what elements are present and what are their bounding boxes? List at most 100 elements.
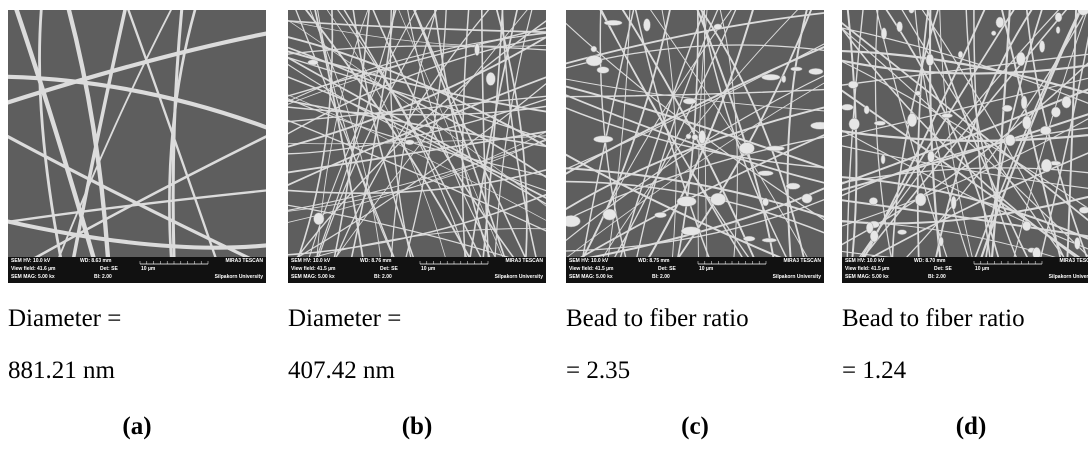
bead	[1078, 5, 1088, 16]
bead	[1074, 237, 1080, 249]
info-text: SEM HV: 10.0 kV	[291, 258, 331, 264]
bead	[897, 22, 903, 33]
info-text: WD: 8.75 mm	[638, 258, 670, 264]
bead	[841, 104, 853, 110]
bead	[1055, 13, 1062, 22]
bead	[1039, 41, 1044, 53]
bead	[782, 75, 786, 82]
bead	[1041, 159, 1052, 172]
bead	[907, 113, 916, 126]
bead	[762, 198, 768, 206]
bead	[739, 142, 754, 154]
bead	[848, 81, 858, 88]
caption-line: 407.42 nm	[288, 357, 396, 384]
info-text: SEM HV: 10.0 kV	[845, 258, 885, 264]
info-text: WD: 8.76 mm	[360, 258, 392, 264]
info-text: MIRA3 TESCAN	[225, 258, 263, 264]
info-text: SEM MAG: 5.00 kx	[11, 274, 55, 280]
bead	[1040, 126, 1051, 135]
bead	[926, 54, 934, 66]
bead	[597, 67, 609, 74]
bead	[951, 196, 956, 209]
info-text: BI: 2.00	[652, 274, 670, 280]
info-text: SEM HV: 10.0 kV	[569, 258, 609, 264]
bead	[762, 74, 781, 80]
panel-label: (b)	[402, 413, 433, 440]
bead	[681, 227, 701, 236]
bead	[677, 196, 696, 206]
bead	[594, 136, 614, 143]
caption-line: = 1.24	[842, 357, 907, 384]
info-text: Silpakorn University	[495, 274, 544, 280]
caption-line: Diameter =	[288, 305, 401, 332]
figure: SEM HV: 10.0 kV WD: 8.63 mm MIRA3 TESCAN Vi…	[0, 0, 1088, 464]
bead	[562, 215, 581, 227]
info-text: WD: 8.63 mm	[80, 258, 112, 264]
panel-label: (c)	[681, 413, 709, 440]
page: SEM HV: 10.0 kV WD: 8.63 mm MIRA3 TESCAN Vi…	[0, 0, 1088, 464]
caption-line: = 2.35	[566, 357, 630, 384]
info-text: SEM HV: 10.0 kV	[11, 258, 51, 264]
caption-line: Bead to fiber ratio	[566, 305, 749, 332]
bead	[654, 212, 666, 217]
bead	[791, 67, 803, 71]
bead	[1005, 135, 1015, 146]
bead	[486, 72, 495, 85]
info-text: MIRA3 TESCAN	[783, 258, 821, 264]
panel-label: (d)	[956, 413, 987, 440]
bead	[603, 209, 617, 220]
bead	[991, 31, 996, 36]
bead	[811, 122, 830, 129]
panel-label: (a)	[122, 413, 151, 440]
info-text: SEM MAG: 5.00 kx	[291, 274, 335, 280]
bead	[915, 193, 926, 206]
caption-line: Diameter =	[8, 305, 121, 332]
info-text: View field: 41.5 µm	[845, 266, 890, 272]
bead	[958, 51, 963, 58]
bead	[1021, 96, 1027, 109]
bead	[643, 19, 650, 32]
bead	[870, 230, 878, 242]
bead	[1079, 207, 1088, 214]
info-text: 10 µm	[975, 266, 990, 272]
info-text: Silpakorn University	[773, 274, 822, 280]
bead	[1062, 96, 1071, 108]
bead	[699, 130, 706, 143]
bead	[809, 68, 823, 74]
bead	[897, 230, 906, 235]
info-text: Det: SE	[100, 266, 118, 272]
bead	[604, 20, 622, 25]
sem-image: SEM HV: 10.0 kV WD: 8.63 mm MIRA3 TESCAN Vi…	[0, 0, 276, 283]
bead	[308, 60, 318, 65]
bead	[743, 236, 755, 241]
info-text: Silpakorn University	[215, 274, 264, 280]
sem-image: SEM HV: 10.0 kVWD: 8.76 mmMIRA3 TESCANVi…	[278, 0, 556, 283]
sem-image: SEM HV: 10.0 kVWD: 8.70 mmMIRA3 TESCANVi…	[832, 0, 1088, 283]
bead	[864, 106, 869, 114]
info-text: View field: 41.6 µm	[11, 266, 56, 272]
bead	[710, 193, 725, 205]
bead	[683, 98, 696, 104]
bead	[869, 197, 877, 204]
bead	[909, 8, 914, 14]
bead	[686, 134, 691, 139]
info-text: BI: 2.00	[928, 274, 946, 280]
info-text: 10 µm	[699, 266, 714, 272]
info-text: View field: 41.5 µm	[291, 266, 336, 272]
bead	[1051, 107, 1060, 117]
info-text: SEM MAG: 5.00 kx	[569, 274, 613, 280]
bead	[1002, 105, 1012, 112]
info-text: Det: SE	[658, 266, 676, 272]
bead	[1056, 26, 1060, 33]
bead	[881, 155, 885, 164]
bead	[996, 17, 1004, 28]
bead	[1016, 52, 1025, 66]
info-text: BI: 2.00	[374, 274, 392, 280]
info-text: Det: SE	[934, 266, 952, 272]
info-text: Silpakorn University	[1049, 274, 1088, 280]
bead	[786, 183, 800, 189]
info-text: Det: SE	[380, 266, 398, 272]
bead	[942, 114, 953, 118]
bead	[758, 171, 774, 176]
